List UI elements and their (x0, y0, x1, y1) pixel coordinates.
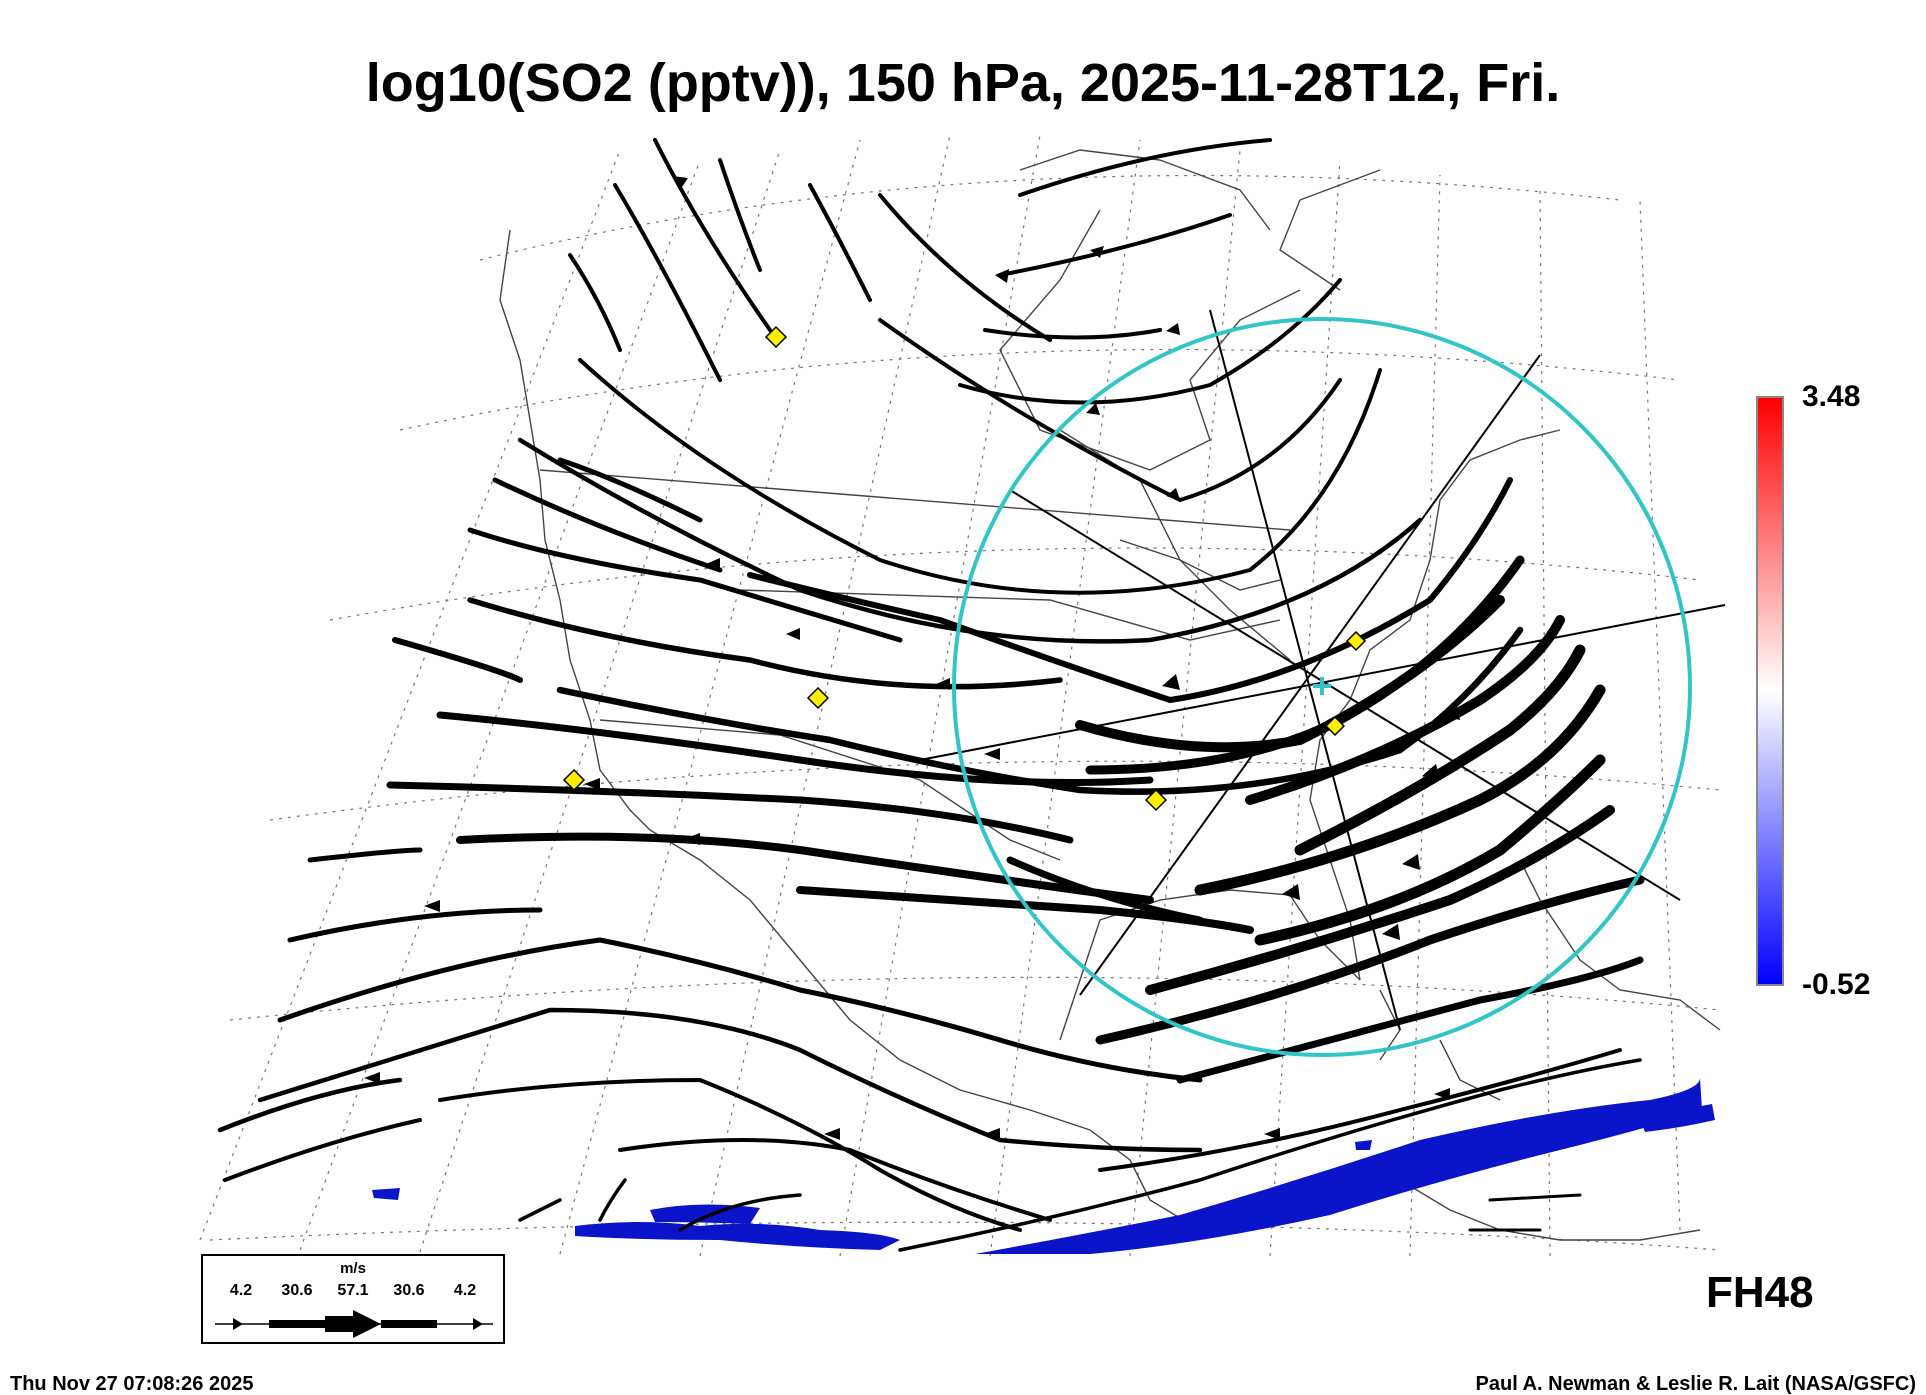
legend-unit: m/s (340, 1260, 366, 1277)
so2-shading (372, 1078, 1715, 1254)
station-marker-icon (1324, 715, 1346, 737)
center-marker-icon (1313, 677, 1331, 695)
legend-arrow-icon (215, 1310, 493, 1338)
legend-value: 4.2 (229, 1282, 253, 1299)
credit-text: Paul A. Newman & Leslie R. Lait (NASA/GS… (1475, 1373, 1916, 1395)
wind-arrowheads (364, 176, 1460, 1140)
legend-value: 4.2 (453, 1282, 477, 1299)
wind-speed-legend: m/s 4.2 30.6 57.1 30.6 4.2 (201, 1254, 505, 1344)
colorbar-max-label: 3.48 (1802, 380, 1861, 413)
forecast-hour-label: FH48 (1706, 1268, 1814, 1317)
station-marker-icon (562, 768, 586, 792)
legend-value: 30.6 (393, 1282, 425, 1299)
map-title: log10(SO2 (pptv)), 150 hPa, 2025-11-28T1… (365, 53, 1561, 113)
station-markers (562, 325, 1367, 812)
colorbar-min-label: -0.52 (1802, 968, 1871, 1001)
station-marker-icon (764, 325, 788, 349)
range-circle (952, 317, 1692, 1057)
coastlines (499, 149, 1721, 1241)
station-marker-icon (1345, 630, 1367, 652)
legend-value: 30.6 (281, 1282, 313, 1299)
graticule (199, 134, 1721, 1257)
colorbar (1756, 396, 1784, 986)
station-marker-icon (1144, 788, 1168, 812)
legend-value: 57.1 (337, 1282, 369, 1299)
wind-streamlines (217, 138, 1645, 1252)
run-timestamp: Thu Nov 27 07:08:26 2025 (10, 1373, 254, 1395)
station-marker-icon (806, 686, 830, 710)
